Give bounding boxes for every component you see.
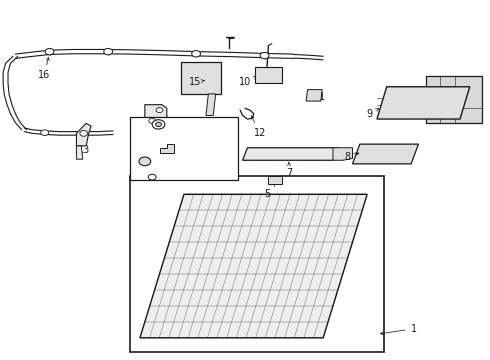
Polygon shape	[181, 62, 221, 94]
Polygon shape	[206, 94, 216, 116]
Text: 16: 16	[38, 58, 50, 80]
Polygon shape	[160, 144, 174, 153]
Text: 9: 9	[367, 109, 379, 119]
Text: 12: 12	[251, 116, 266, 138]
Text: 13: 13	[77, 141, 90, 155]
Circle shape	[156, 122, 161, 127]
Polygon shape	[306, 90, 322, 101]
Circle shape	[149, 118, 156, 123]
Circle shape	[148, 174, 156, 180]
Bar	[130, 117, 238, 180]
Polygon shape	[243, 148, 338, 160]
Polygon shape	[377, 87, 470, 119]
Polygon shape	[76, 146, 83, 159]
Text: 4: 4	[145, 118, 154, 128]
Circle shape	[260, 52, 269, 59]
Text: 10: 10	[239, 76, 257, 87]
Polygon shape	[145, 105, 167, 126]
Circle shape	[192, 50, 200, 57]
Circle shape	[156, 108, 163, 113]
Text: 3: 3	[170, 150, 185, 162]
Polygon shape	[426, 76, 482, 123]
Text: 2: 2	[153, 162, 172, 175]
Bar	[130, 176, 384, 352]
Circle shape	[41, 130, 49, 135]
Text: 8: 8	[344, 152, 359, 162]
Text: 14: 14	[130, 121, 150, 141]
Circle shape	[104, 48, 113, 55]
Circle shape	[80, 131, 88, 136]
Text: 7: 7	[286, 162, 292, 178]
Polygon shape	[76, 123, 91, 146]
Polygon shape	[140, 194, 367, 338]
Text: 5: 5	[264, 184, 275, 199]
Text: 6: 6	[158, 166, 192, 176]
Text: 11: 11	[314, 92, 326, 102]
Text: 15: 15	[189, 77, 204, 87]
Circle shape	[139, 157, 151, 166]
Polygon shape	[352, 144, 418, 164]
Polygon shape	[269, 176, 282, 184]
Circle shape	[152, 120, 165, 129]
Polygon shape	[333, 148, 352, 160]
Polygon shape	[255, 67, 282, 83]
Text: 1: 1	[381, 324, 416, 335]
Circle shape	[45, 48, 54, 55]
